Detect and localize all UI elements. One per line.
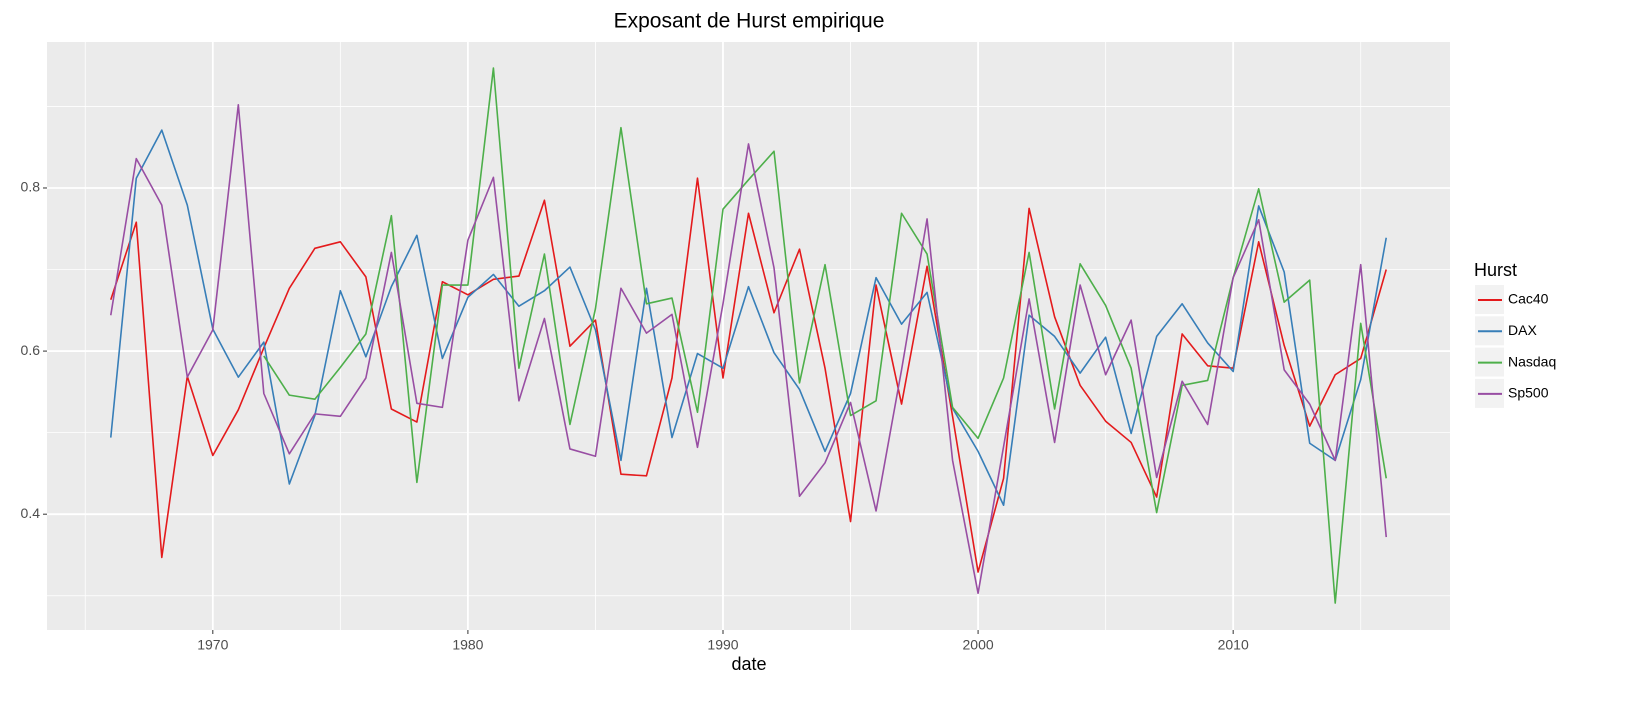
chart-title: Exposant de Hurst empirique bbox=[614, 10, 885, 33]
x-tick-label: 2010 bbox=[1218, 637, 1249, 653]
legend: Hurst Cac40 DAX Nasdaq Sp500 bbox=[1474, 260, 1556, 408]
series-line bbox=[109, 129, 1388, 507]
grid bbox=[47, 42, 1450, 630]
legend-label: Nasdaq bbox=[1508, 353, 1556, 369]
series-line bbox=[263, 67, 1388, 604]
x-tick-label: 1970 bbox=[197, 637, 228, 653]
lines bbox=[109, 67, 1388, 604]
series-line bbox=[109, 104, 1388, 595]
y-tick-label: 0.8 bbox=[21, 179, 41, 195]
y-tick-label: 0.4 bbox=[21, 505, 41, 521]
panel-background bbox=[47, 42, 1450, 630]
x-tick-label: 1980 bbox=[452, 637, 483, 653]
x-tick-label: 2000 bbox=[963, 637, 994, 653]
legend-title: Hurst bbox=[1474, 260, 1517, 280]
legend-label: DAX bbox=[1508, 322, 1537, 338]
axes: 0.4 0.6 0.8 1970 1980 1990 2000 2010 bbox=[21, 179, 1249, 653]
y-tick-label: 0.6 bbox=[21, 342, 41, 358]
x-tick-label: 1990 bbox=[707, 637, 738, 653]
series-line bbox=[110, 177, 1387, 573]
legend-label: Sp500 bbox=[1508, 385, 1549, 401]
x-axis-label: date bbox=[731, 654, 766, 674]
legend-label: Cac40 bbox=[1508, 291, 1549, 307]
